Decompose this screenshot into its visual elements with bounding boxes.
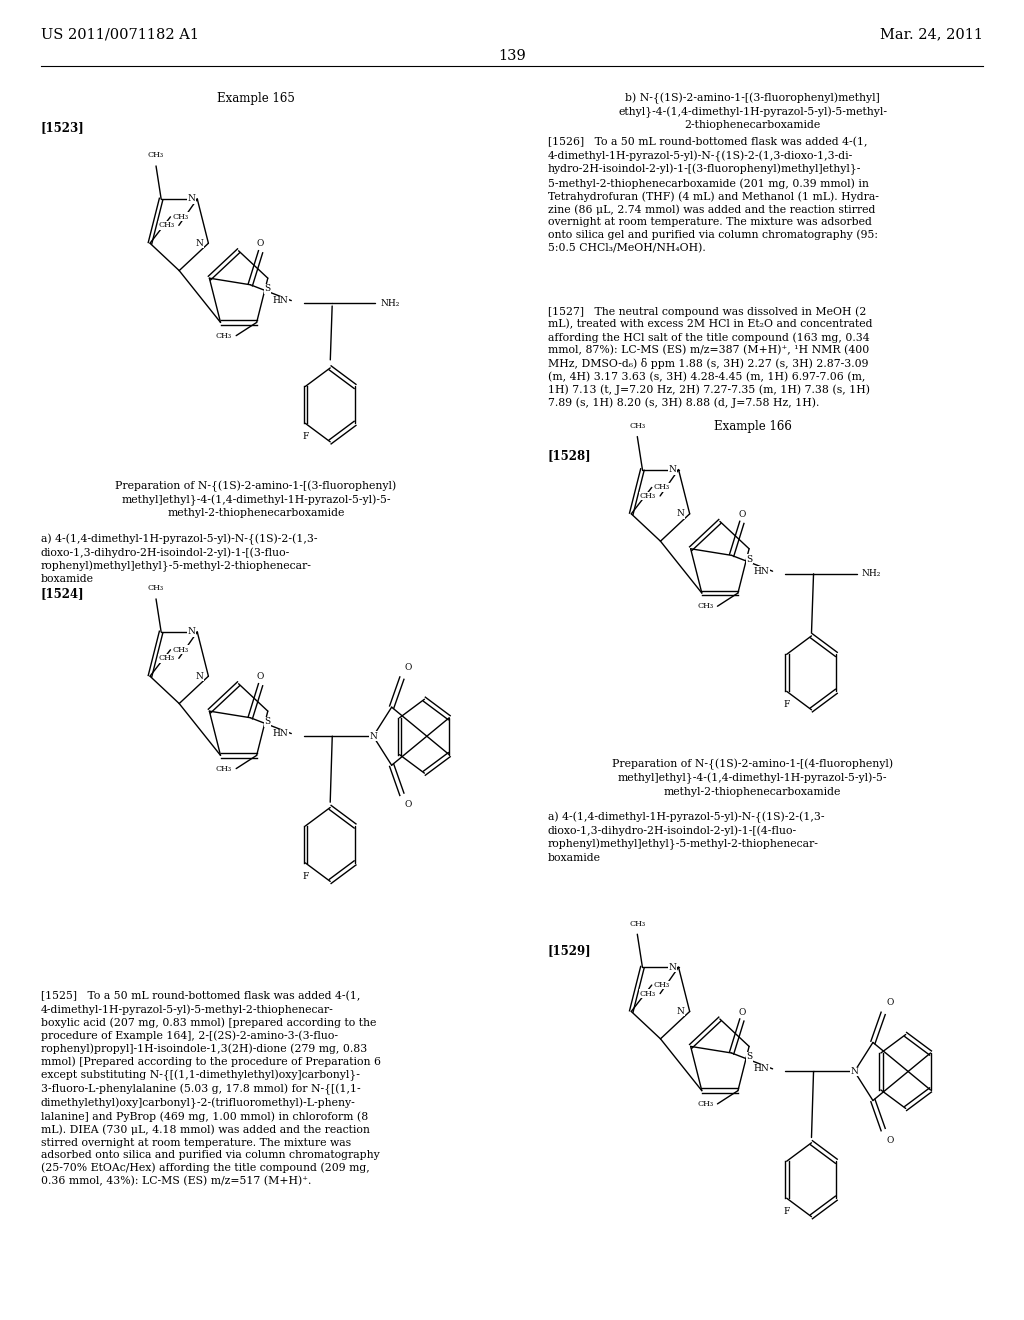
Text: Preparation of N-{(1S)-2-amino-1-[(3-fluorophenyl)
methyl]ethyl}-4-(1,4-dimethyl: Preparation of N-{(1S)-2-amino-1-[(3-flu… (116, 480, 396, 519)
Text: [1529]: [1529] (548, 944, 592, 957)
Text: O: O (738, 510, 745, 519)
Text: S: S (746, 1052, 753, 1061)
Text: O: O (257, 672, 264, 681)
Text: O: O (404, 663, 413, 672)
Text: S: S (746, 554, 753, 564)
Text: N: N (669, 465, 676, 474)
Text: [1528]: [1528] (548, 449, 592, 462)
Text: N: N (677, 1007, 684, 1016)
Text: CH₃: CH₃ (159, 222, 175, 230)
Text: N: N (196, 239, 203, 248)
Text: HN: HN (272, 729, 288, 738)
Text: Mar. 24, 2011: Mar. 24, 2011 (880, 28, 983, 42)
Text: N: N (677, 510, 684, 519)
Text: S: S (265, 717, 271, 726)
Text: CH₃: CH₃ (172, 645, 188, 653)
Text: HN: HN (272, 296, 288, 305)
Text: Example 166: Example 166 (714, 420, 792, 433)
Text: N: N (187, 194, 195, 203)
Text: CH₃: CH₃ (629, 920, 645, 928)
Text: F: F (302, 432, 308, 441)
Text: CH₃: CH₃ (653, 981, 670, 989)
Text: Example 165: Example 165 (217, 92, 295, 106)
Text: [1527]   The neutral compound was dissolved in MeOH (2
mL), treated with excess : [1527] The neutral compound was dissolve… (548, 306, 872, 408)
Text: a) 4-(1,4-dimethyl-1H-pyrazol-5-yl)-N-{(1S)-2-(1,3-
dioxo-1,3-dihydro-2H-isoindo: a) 4-(1,4-dimethyl-1H-pyrazol-5-yl)-N-{(… (41, 533, 317, 583)
Text: CH₃: CH₃ (629, 422, 645, 430)
Text: CH₃: CH₃ (172, 213, 188, 220)
Text: CH₃: CH₃ (147, 585, 164, 593)
Text: CH₃: CH₃ (216, 764, 232, 772)
Text: b) N-{(1S)-2-amino-1-[(3-fluorophenyl)methyl]
ethyl}-4-(1,4-dimethyl-1H-pyrazol-: b) N-{(1S)-2-amino-1-[(3-fluorophenyl)me… (618, 92, 887, 131)
Text: a) 4-(1,4-dimethyl-1H-pyrazol-5-yl)-N-{(1S)-2-(1,3-
dioxo-1,3-dihydro-2H-isoindo: a) 4-(1,4-dimethyl-1H-pyrazol-5-yl)-N-{(… (548, 812, 824, 862)
Text: N: N (187, 627, 195, 636)
Text: O: O (886, 1135, 894, 1144)
Text: NH₂: NH₂ (380, 298, 399, 308)
Text: CH₃: CH₃ (216, 331, 232, 339)
Text: HN: HN (754, 566, 769, 576)
Text: N: N (370, 731, 377, 741)
Text: N: N (196, 672, 203, 681)
Text: NH₂: NH₂ (861, 569, 881, 578)
Text: O: O (404, 800, 413, 809)
Text: CH₃: CH₃ (697, 1100, 714, 1107)
Text: CH₃: CH₃ (640, 990, 656, 998)
Text: F: F (783, 700, 790, 709)
Text: S: S (265, 284, 271, 293)
Text: CH₃: CH₃ (640, 492, 656, 500)
Text: [1526]   To a 50 mL round-bottomed flask was added 4-(1,
4-dimethyl-1H-pyrazol-5: [1526] To a 50 mL round-bottomed flask w… (548, 137, 879, 253)
Text: N: N (851, 1067, 858, 1076)
Text: O: O (257, 239, 264, 248)
Text: CH₃: CH₃ (653, 483, 670, 491)
Text: O: O (886, 998, 894, 1007)
Text: F: F (783, 1206, 790, 1216)
Text: US 2011/0071182 A1: US 2011/0071182 A1 (41, 28, 199, 42)
Text: O: O (738, 1007, 745, 1016)
Text: [1525]   To a 50 mL round-bottomed flask was added 4-(1,
4-dimethyl-1H-pyrazol-5: [1525] To a 50 mL round-bottomed flask w… (41, 991, 381, 1187)
Text: [1524]: [1524] (41, 587, 85, 601)
Text: [1523]: [1523] (41, 121, 85, 135)
Text: N: N (669, 962, 676, 972)
Text: CH₃: CH₃ (147, 152, 164, 160)
Text: F: F (302, 871, 308, 880)
Text: Preparation of N-{(1S)-2-amino-1-[(4-fluorophenyl)
methyl]ethyl}-4-(1,4-dimethyl: Preparation of N-{(1S)-2-amino-1-[(4-flu… (612, 759, 893, 797)
Text: 139: 139 (498, 49, 526, 63)
Text: CH₃: CH₃ (697, 602, 714, 610)
Text: HN: HN (754, 1064, 769, 1073)
Text: CH₃: CH₃ (159, 655, 175, 663)
